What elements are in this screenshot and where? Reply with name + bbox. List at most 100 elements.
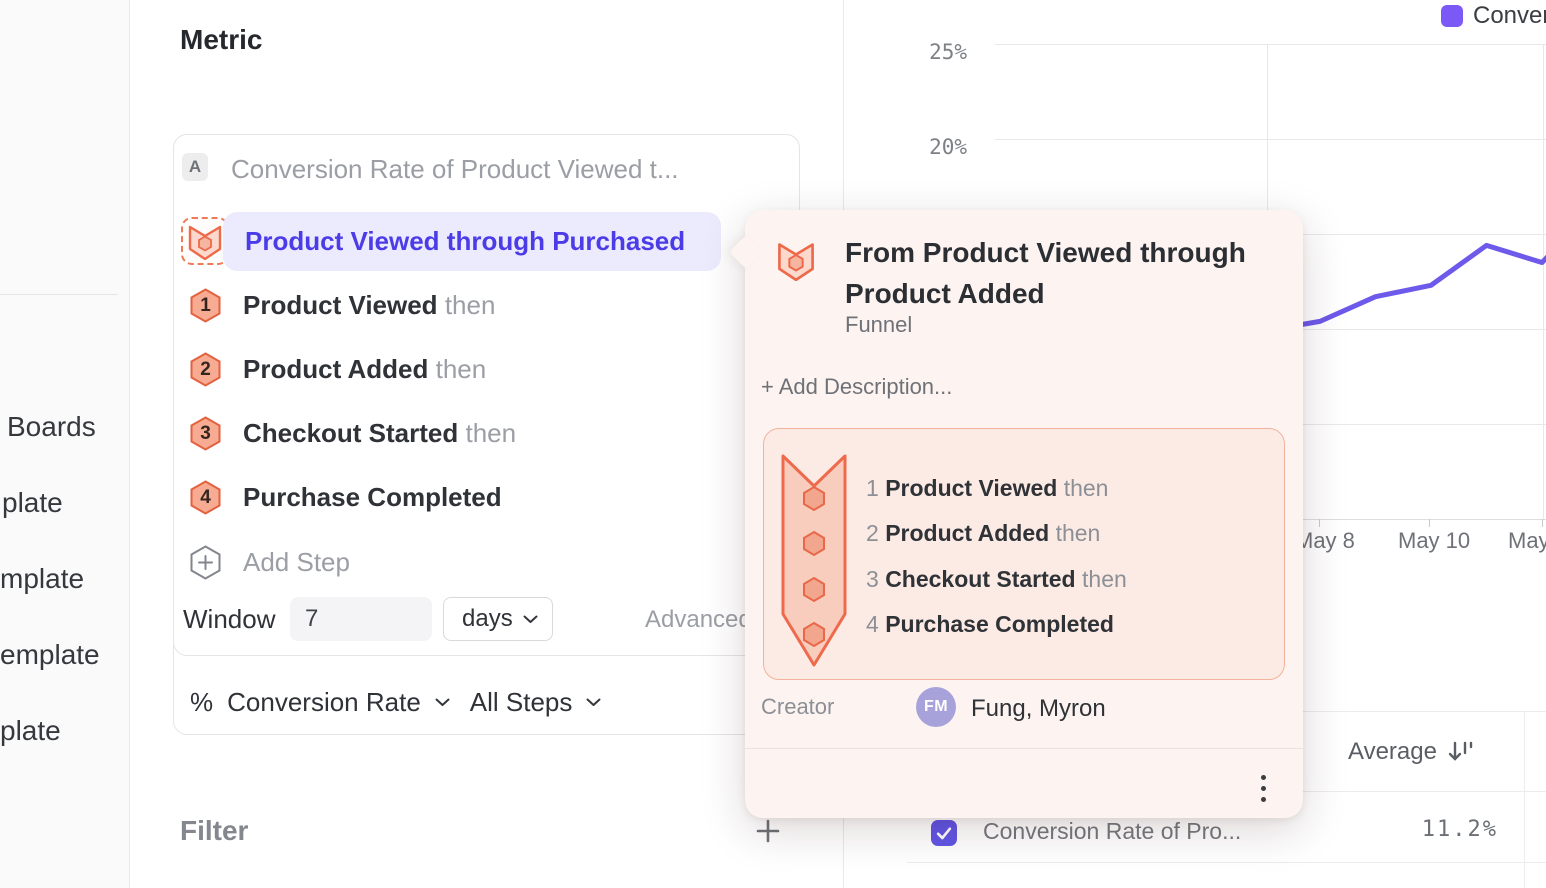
selected-funnel-row[interactable]: Product Viewed through Purchased bbox=[223, 212, 721, 271]
chevron-down-icon[interactable] bbox=[435, 698, 450, 707]
add-step-hexagon-icon bbox=[190, 545, 221, 580]
step-then-label: then bbox=[435, 354, 487, 384]
funnel-step-row[interactable]: Purchase Completed bbox=[243, 482, 502, 513]
selected-funnel-name: Product Viewed through Purchased bbox=[245, 226, 686, 256]
sidebar-item-boards[interactable]: Boards bbox=[7, 411, 96, 442]
average-header-label: Average bbox=[1348, 738, 1437, 765]
step-number: 2 bbox=[866, 520, 879, 546]
step-1-hexagon-icon bbox=[190, 288, 221, 323]
step-3-hexagon-icon bbox=[190, 416, 221, 451]
x-tick-may12: May 12 bbox=[1508, 528, 1546, 553]
x-tickmark-may12 bbox=[1542, 519, 1543, 527]
more-options-button[interactable] bbox=[1245, 766, 1281, 810]
measured-as-row: % Conversion Rate All Steps bbox=[190, 687, 601, 718]
metric-title[interactable]: Conversion Rate of Product Viewed t... bbox=[231, 154, 679, 184]
y-tick-25: 25% bbox=[929, 40, 967, 64]
funnel-step-row[interactable]: Checkout Started then bbox=[243, 418, 516, 449]
step-name: Purchase Completed bbox=[243, 482, 502, 512]
sidebar-divider bbox=[0, 294, 118, 295]
step-3-number: 3 bbox=[200, 422, 211, 444]
step-number: 1 bbox=[866, 475, 879, 501]
sort-descending-icon bbox=[1448, 741, 1473, 761]
step-4-number: 4 bbox=[200, 486, 211, 508]
popover-step-row: 3 Checkout Started then bbox=[866, 566, 1127, 593]
chevron-down-icon bbox=[523, 615, 538, 623]
creator-label: Creator bbox=[761, 694, 835, 719]
legend-label: Conver bbox=[1473, 2, 1546, 29]
table-row-name: Conversion Rate of Pro... bbox=[983, 818, 1242, 844]
window-label: Window bbox=[183, 604, 276, 634]
window-unit-select[interactable]: days bbox=[443, 597, 553, 641]
step-2-hexagon-icon bbox=[190, 352, 221, 387]
gridline-v-2 bbox=[1543, 44, 1544, 519]
funnel-icon bbox=[188, 225, 222, 260]
table-row-divider bbox=[907, 862, 1546, 863]
popover-step-row: 1 Product Viewed then bbox=[866, 475, 1108, 502]
sidebar-item-template-4[interactable]: plate bbox=[0, 715, 61, 746]
popover-title: From Product Viewed through Product Adde… bbox=[845, 237, 1246, 309]
advanced-link[interactable]: Advanced bbox=[645, 606, 752, 633]
step-then-label: then bbox=[444, 290, 496, 320]
funnel-step-row[interactable]: Product Added then bbox=[243, 354, 486, 385]
sidebar-item-template-2[interactable]: mplate bbox=[0, 563, 85, 594]
add-filter-button[interactable] bbox=[754, 817, 782, 845]
conversion-line-chart bbox=[1262, 242, 1546, 334]
legend-swatch bbox=[1441, 5, 1463, 27]
filter-section-heading: Filter bbox=[180, 815, 249, 846]
percent-prefix: % bbox=[190, 687, 214, 717]
step-name: Product Viewed bbox=[885, 475, 1058, 501]
step-number: 3 bbox=[866, 566, 879, 592]
step-name: Purchase Completed bbox=[885, 611, 1114, 637]
funnel-banner-icon bbox=[781, 454, 847, 667]
popover-step-row: 2 Product Added then bbox=[866, 520, 1100, 547]
sidebar-item-template-1[interactable]: plate bbox=[2, 487, 63, 518]
chevron-down-icon[interactable] bbox=[586, 698, 601, 707]
funnel-preview-card bbox=[763, 428, 1285, 680]
step-name: Product Viewed bbox=[243, 290, 438, 320]
step-2-number: 2 bbox=[200, 358, 211, 380]
step-name: Checkout Started bbox=[885, 566, 1076, 592]
step-then-label: then bbox=[465, 418, 517, 448]
x-tick-may10: May 10 bbox=[1398, 528, 1471, 553]
popover-step-row: 4 Purchase Completed bbox=[866, 611, 1114, 638]
series-checkbox[interactable] bbox=[931, 820, 957, 846]
gridline-20 bbox=[995, 139, 1546, 140]
step-number: 4 bbox=[866, 611, 879, 637]
step-name: Checkout Started bbox=[243, 418, 459, 448]
sidebar-item-template-3[interactable]: emplate bbox=[0, 639, 100, 670]
table-column-divider bbox=[1524, 711, 1525, 888]
chart-legend: Conver bbox=[1441, 2, 1546, 30]
popover-footer-divider bbox=[745, 748, 1303, 749]
funnel-step-row[interactable]: Product Viewed then bbox=[243, 290, 495, 321]
step-then-label: then bbox=[1055, 520, 1101, 546]
checkmark-icon bbox=[936, 827, 952, 840]
sidebar: Boards plate mplate emplate plate bbox=[0, 0, 130, 888]
creator-name: Fung, Myron bbox=[971, 695, 1106, 722]
average-column-header[interactable]: Average bbox=[1348, 738, 1474, 766]
gridline-25 bbox=[995, 44, 1546, 45]
funnel-icon bbox=[778, 243, 814, 281]
measure-dropdown[interactable]: Conversion Rate bbox=[227, 687, 421, 717]
step-then-label: then bbox=[1063, 475, 1109, 501]
trend-line bbox=[1262, 242, 1546, 334]
y-tick-20: 20% bbox=[929, 135, 967, 159]
metric-section-heading: Metric bbox=[180, 24, 263, 55]
add-step-button[interactable]: Add Step bbox=[243, 547, 350, 577]
step-name: Product Added bbox=[885, 520, 1050, 546]
popover-subtitle: Funnel bbox=[845, 312, 913, 337]
x-tick-may8: May 8 bbox=[1295, 528, 1355, 553]
step-name: Product Added bbox=[243, 354, 429, 384]
funnel-icon-slot[interactable] bbox=[181, 217, 229, 265]
table-row-average-value: 11.2% bbox=[1421, 817, 1498, 842]
creator-avatar: FM bbox=[916, 687, 956, 727]
step-4-hexagon-icon bbox=[190, 480, 221, 515]
x-tickmark-may10 bbox=[1429, 519, 1430, 527]
step-1-number: 1 bbox=[200, 294, 211, 316]
window-unit-value: days bbox=[462, 605, 513, 632]
funnel-details-popover: From Product Viewed through Product Adde… bbox=[729, 210, 1303, 818]
window-value-input[interactable] bbox=[290, 597, 432, 641]
add-description-button[interactable]: + Add Description... bbox=[761, 374, 953, 399]
steps-scope-dropdown[interactable]: All Steps bbox=[469, 687, 573, 717]
x-tickmark-may8 bbox=[1319, 519, 1320, 527]
